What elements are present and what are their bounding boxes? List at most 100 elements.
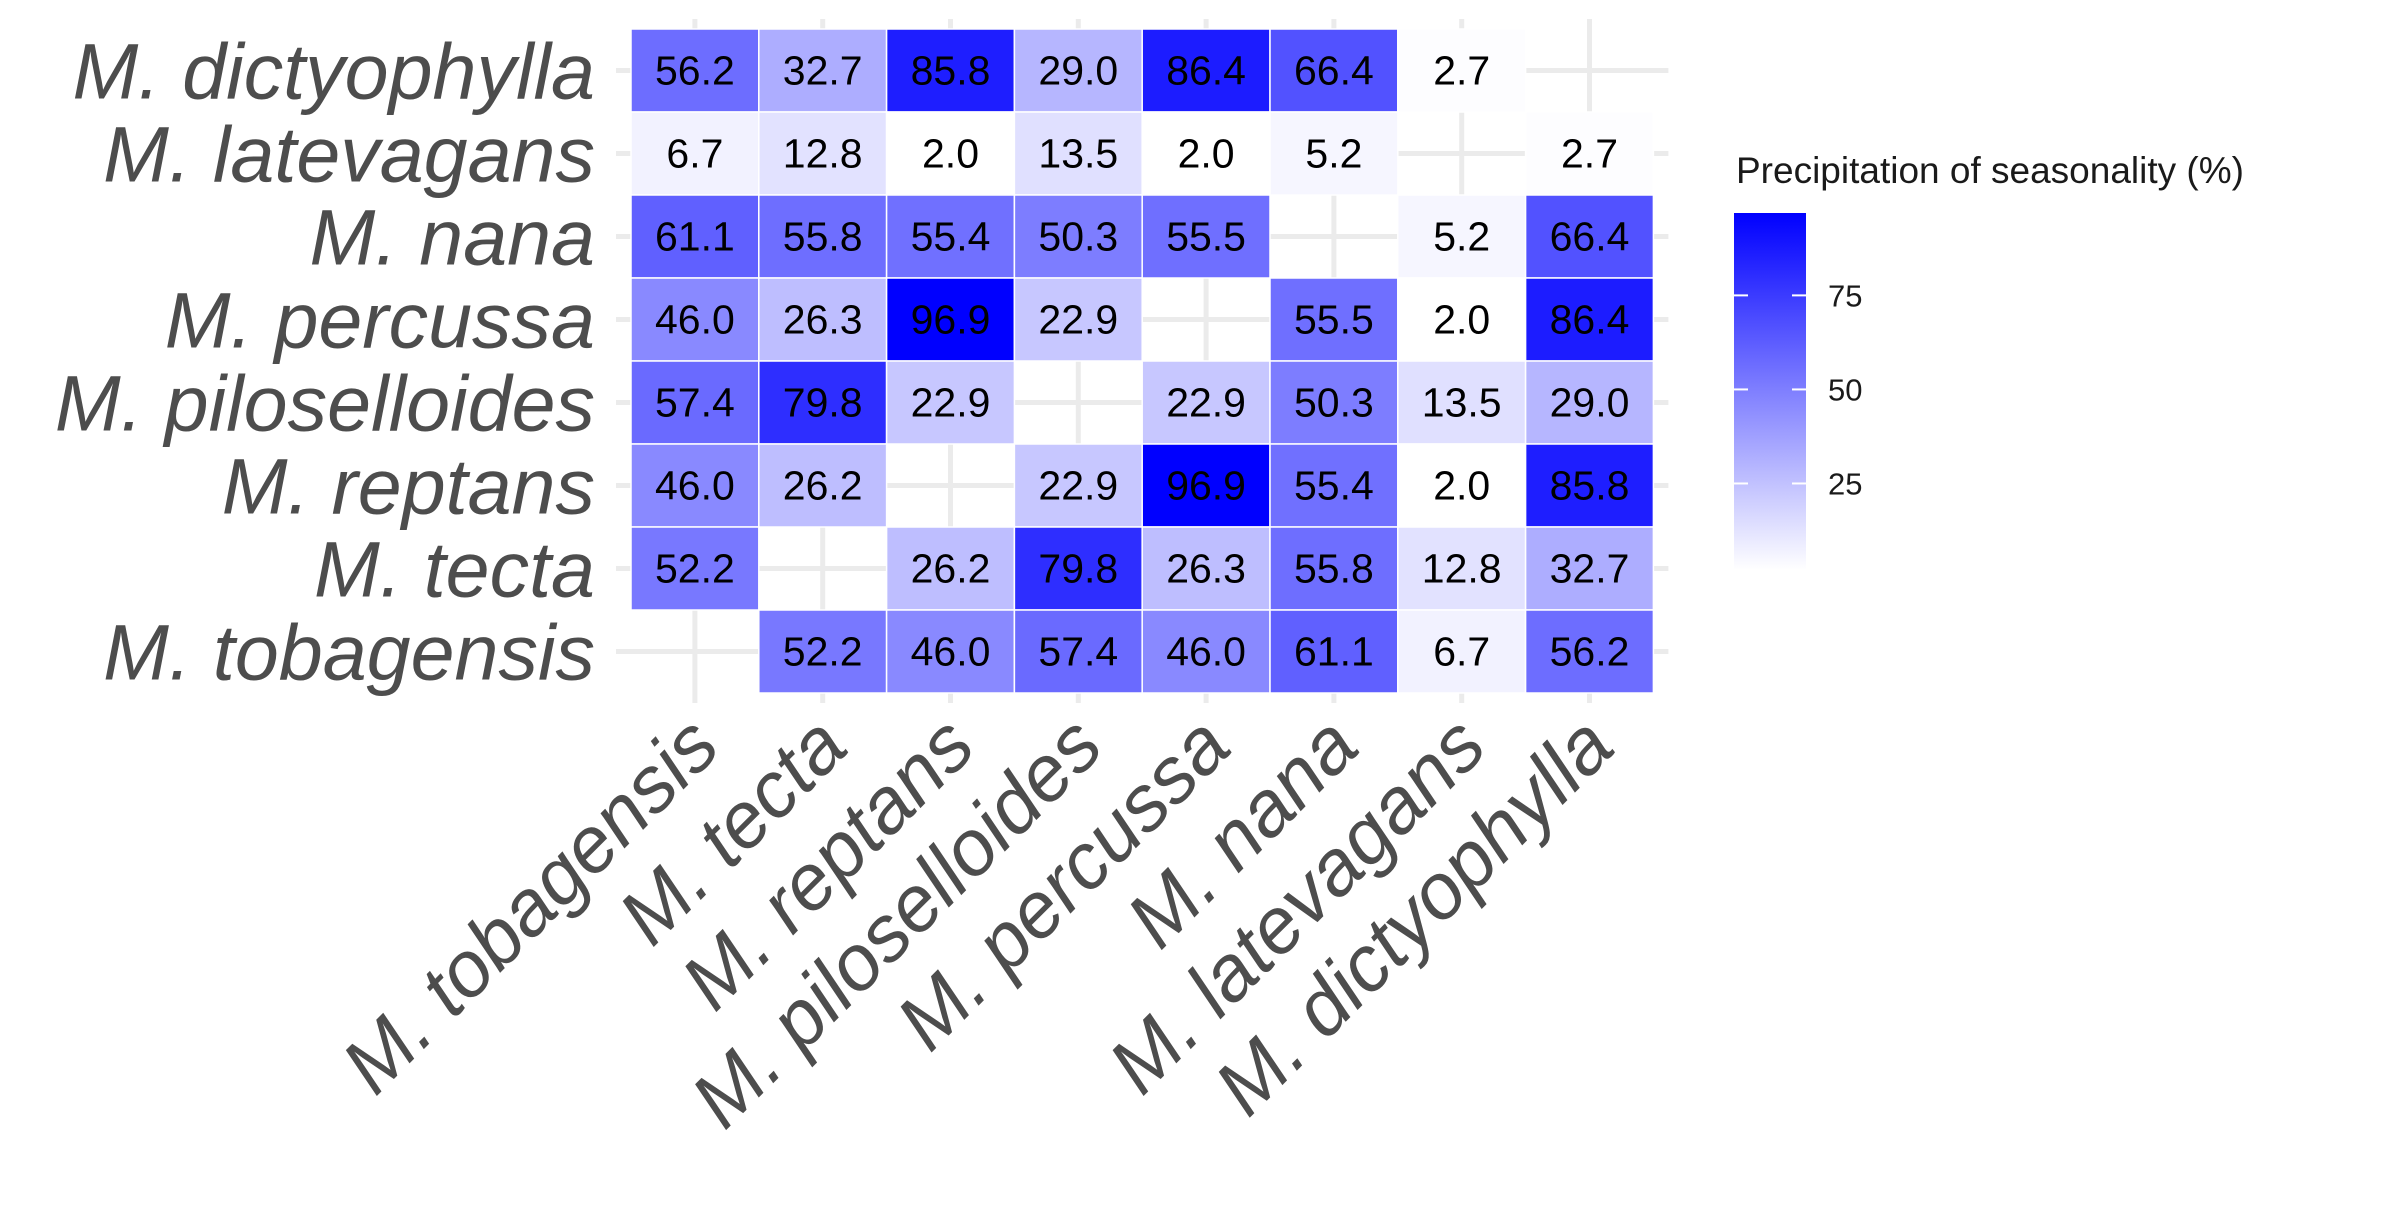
cell-value-label: 13.5	[1038, 131, 1118, 177]
heatmap-cell	[630, 277, 760, 362]
cell-value-label: 22.9	[1038, 297, 1118, 343]
heatmap-cell	[1269, 609, 1399, 694]
heatmap-cell	[1013, 609, 1143, 694]
cell-value-label: 85.8	[1550, 463, 1630, 509]
heatmap-cell	[758, 443, 888, 528]
heatmap-cell	[630, 194, 760, 279]
heatmap-cell	[1397, 526, 1527, 611]
cell-value-label: 46.0	[655, 297, 735, 343]
cell-value-label: 55.8	[783, 214, 863, 260]
heatmap-cell	[1269, 28, 1399, 113]
cell-value-label: 61.1	[655, 214, 735, 260]
cell-value-label: 46.0	[1166, 629, 1246, 675]
legend-tick-label: 50	[1828, 372, 1862, 407]
cell-value-label: 79.8	[1038, 546, 1118, 592]
cell-value-label: 29.0	[1038, 48, 1118, 94]
cell-value-label: 26.2	[911, 546, 991, 592]
cell-value-label: 50.3	[1294, 380, 1374, 426]
heatmap-cell	[758, 277, 888, 362]
cell-value-label: 55.4	[1294, 463, 1374, 509]
cell-value-label: 86.4	[1166, 48, 1246, 94]
cell-value-label: 2.0	[1178, 131, 1235, 177]
y-tick-label: M. nana	[310, 193, 595, 282]
color-legend: Precipitation of seasonality (%) 25 50 75	[1734, 150, 2244, 570]
heatmap-cell	[885, 526, 1016, 611]
y-tick-label: M. reptans	[222, 442, 595, 531]
heatmap-cell	[1524, 443, 1655, 528]
cell-value-label: 56.2	[655, 48, 735, 94]
cell-value-label: 5.2	[1305, 131, 1362, 177]
heatmap-cell	[1013, 28, 1143, 113]
cell-value-label: 57.4	[1038, 629, 1118, 675]
cell-value-label: 61.1	[1294, 629, 1374, 675]
cell-value-label: 2.0	[1433, 297, 1490, 343]
heatmap-cell	[1013, 443, 1143, 528]
cell-value-label: 55.5	[1166, 214, 1246, 260]
legend-title: Precipitation of seasonality (%)	[1736, 150, 2244, 191]
cell-value-label: 32.7	[783, 48, 863, 94]
heatmap-cell	[1524, 609, 1655, 694]
cell-value-label: 66.4	[1294, 48, 1374, 94]
heatmap-cell	[1013, 526, 1143, 611]
cell-value-label: 50.3	[1038, 214, 1118, 260]
heatmap-cell	[1269, 111, 1399, 196]
cell-value-label: 52.2	[655, 546, 735, 592]
cell-value-label: 57.4	[655, 380, 735, 426]
cell-value-label: 2.0	[1433, 463, 1490, 509]
cell-value-labels: 56.2 32.7 85.8 29.0 86.4 66.4 2.7 6.7 12.8 2.0 13.…	[655, 48, 1629, 675]
legend-tick-label: 75	[1828, 278, 1862, 313]
cell-value-label: 55.5	[1294, 297, 1374, 343]
cell-value-label: 2.7	[1433, 48, 1490, 94]
cell-value-label: 79.8	[783, 380, 863, 426]
heatmap-cell	[1141, 111, 1271, 196]
cell-value-label: 26.3	[1166, 546, 1246, 592]
cell-value-label: 22.9	[1038, 463, 1118, 509]
cell-value-label: 46.0	[911, 629, 991, 675]
cell-value-label: 22.9	[1166, 380, 1246, 426]
cell-value-label: 96.9	[911, 297, 991, 343]
heatmap-cell	[1269, 360, 1399, 445]
cell-value-label: 12.8	[1422, 546, 1502, 592]
heatmap-cell	[1141, 609, 1271, 694]
cell-value-label: 52.2	[783, 629, 863, 675]
heatmap-cell	[758, 111, 888, 196]
heatmap-cell	[1397, 443, 1527, 528]
heatmap-cell	[1141, 28, 1271, 113]
heatmap-cell	[885, 360, 1016, 445]
cell-value-label: 5.2	[1433, 214, 1490, 260]
heatmap-cell	[630, 526, 760, 611]
heatmap-cell	[1524, 277, 1655, 362]
cell-value-label: 32.7	[1550, 546, 1630, 592]
heatmap-cell	[1397, 194, 1527, 279]
cell-value-label: 86.4	[1550, 297, 1630, 343]
heatmap-cell	[1524, 194, 1655, 279]
heatmap-cell	[1269, 526, 1399, 611]
y-tick-label: M. latevagans	[103, 110, 595, 199]
heatmap-cell	[1524, 360, 1655, 445]
heatmap-cell	[758, 609, 888, 694]
y-tick-label: M. tobagensis	[103, 608, 595, 697]
cell-value-label: 66.4	[1550, 214, 1630, 260]
heatmap-cell	[1013, 111, 1143, 196]
cell-value-label: 6.7	[666, 131, 723, 177]
heatmap-cell	[1141, 360, 1271, 445]
cell-value-label: 56.2	[1550, 629, 1630, 675]
legend-tick-label: 25	[1828, 466, 1862, 501]
cell-value-label: 12.8	[783, 131, 863, 177]
cell-value-label: 85.8	[911, 48, 991, 94]
heatmap-cell	[885, 111, 1016, 196]
y-tick-label: M. tecta	[314, 525, 595, 614]
cell-value-label: 26.2	[783, 463, 863, 509]
cell-value-label: 26.3	[783, 297, 863, 343]
cell-value-label: 6.7	[1433, 629, 1490, 675]
heatmap-cell	[1397, 28, 1527, 113]
heatmap-cells	[630, 28, 1655, 694]
heatmap-cell	[885, 194, 1016, 279]
y-tick-label: M. piloselloides	[55, 359, 595, 448]
heatmap-cell	[1269, 443, 1399, 528]
heatmap-cell	[1141, 194, 1271, 279]
cell-value-label: 29.0	[1550, 380, 1630, 426]
